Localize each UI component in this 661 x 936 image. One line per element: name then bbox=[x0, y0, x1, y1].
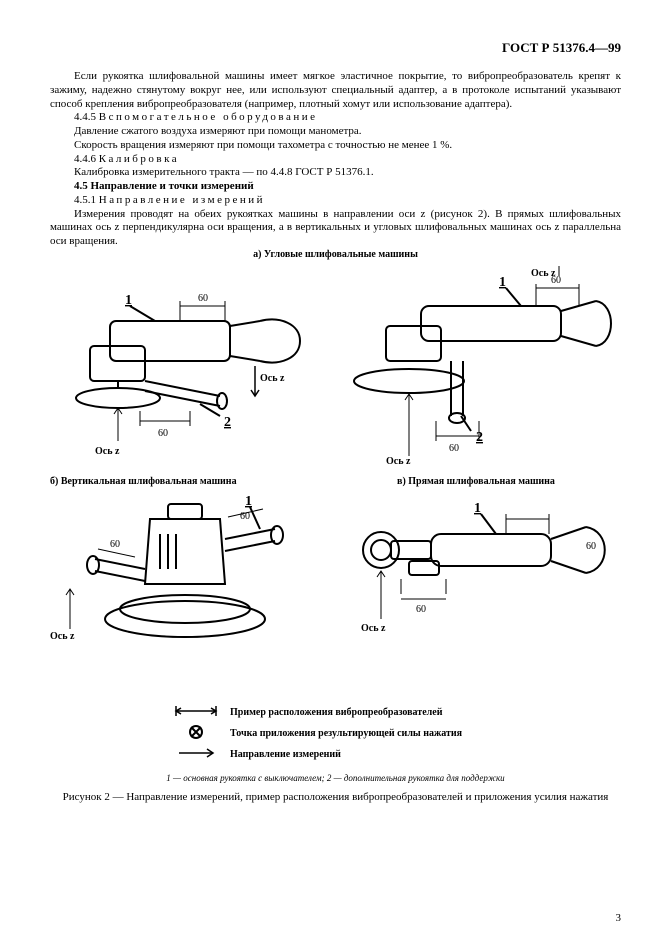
fig-cap-a: а) Угловые шлифовальные машины bbox=[50, 249, 621, 260]
legend-text-1: Пример расположения вибропреобразователе… bbox=[230, 707, 442, 718]
sec-451-num: 4.5.1 bbox=[74, 194, 99, 206]
sec-446: 4.4.6 Калибровка bbox=[50, 153, 621, 167]
dim-60: 60 bbox=[586, 541, 596, 552]
sec-446-title: Калибровка bbox=[99, 153, 179, 165]
sec-445-title: Вспомогательное оборудование bbox=[99, 111, 318, 123]
dim-60b: 60 bbox=[449, 443, 459, 454]
paragraph-intro: Если рукоятка шлифовальной машины имеет … bbox=[50, 70, 621, 111]
sec-451-p: Измерения проводят на обеих рукоятках ма… bbox=[50, 208, 621, 249]
dim-60b: 60 bbox=[416, 604, 426, 615]
axis-z: Ось z bbox=[361, 623, 386, 634]
sec-446-l1: Калибровка измерительного тракта — по 4.… bbox=[50, 166, 621, 180]
fig-b: 1 60 60 Ось z bbox=[50, 489, 320, 669]
label-1: 1 bbox=[499, 275, 506, 290]
fig-cap-b: б) Вертикальная шлифовальная машина bbox=[50, 476, 320, 487]
sec-445-l1: Давление сжатого воздуха измеряют при по… bbox=[50, 125, 621, 139]
fig-a-left: 1 2 60 Ось z 60 Ось z bbox=[50, 266, 320, 466]
axis-z2: Ось z bbox=[386, 456, 411, 466]
sec-445: 4.4.5 Вспомогательное оборудование bbox=[50, 111, 621, 125]
fig-v: 1 60 60 Ось z bbox=[331, 489, 621, 669]
legend-text-2: Точка приложения результирующей силы наж… bbox=[230, 728, 462, 739]
legend-sym-arrow-dim bbox=[170, 704, 222, 721]
legend-row-2: Точка приложения результирующей силы наж… bbox=[170, 724, 621, 743]
axis-z: Ось z bbox=[50, 631, 75, 642]
sec-45: 4.5 Направление и точки измерений bbox=[50, 180, 621, 194]
axis-z: Ось z bbox=[260, 373, 285, 384]
dim-60: 60 bbox=[198, 293, 208, 304]
footnote: 1 — основная рукоятка с выключателем; 2 … bbox=[50, 773, 621, 783]
fig-cap-v: в) Прямая шлифовальная машина bbox=[331, 476, 621, 487]
label-2: 2 bbox=[224, 415, 231, 430]
axis-z2: Ось z bbox=[95, 446, 120, 457]
legend-text-3: Направление измерений bbox=[230, 749, 341, 760]
dim-60: 60 bbox=[240, 511, 250, 522]
legend-sym-cross-circle-icon bbox=[170, 724, 222, 743]
sec-451-title: Направление измерений bbox=[99, 194, 265, 206]
sec-445-l2: Скорость вращения измеряют при помощи та… bbox=[50, 139, 621, 153]
sec-451: 4.5.1 Направление измерений bbox=[50, 194, 621, 208]
legend-sym-arrow-icon bbox=[170, 746, 222, 763]
dim-60b: 60 bbox=[158, 428, 168, 439]
label-1: 1 bbox=[125, 293, 132, 308]
fig-a-right: 1 2 60 Ось z 60 Ось z bbox=[331, 266, 621, 466]
legend-row-1: Пример расположения вибропреобразователе… bbox=[170, 704, 621, 721]
figure-title: Рисунок 2 — Направление измерений, приме… bbox=[50, 791, 621, 803]
legend-row-3: Направление измерений bbox=[170, 746, 621, 763]
axis-z: Ось z bbox=[531, 268, 556, 279]
label-1: 1 bbox=[474, 501, 481, 516]
sec-446-num: 4.4.6 bbox=[74, 153, 99, 165]
dim-60b: 60 bbox=[110, 539, 120, 550]
label-1: 1 bbox=[245, 494, 252, 509]
sec-445-num: 4.4.5 bbox=[74, 111, 99, 123]
label-2: 2 bbox=[476, 430, 483, 445]
fig-row-a: 1 2 60 Ось z 60 Ось z bbox=[50, 266, 621, 466]
doc-header: ГОСТ Р 51376.4—99 bbox=[50, 40, 621, 56]
page-number: 3 bbox=[616, 912, 622, 924]
